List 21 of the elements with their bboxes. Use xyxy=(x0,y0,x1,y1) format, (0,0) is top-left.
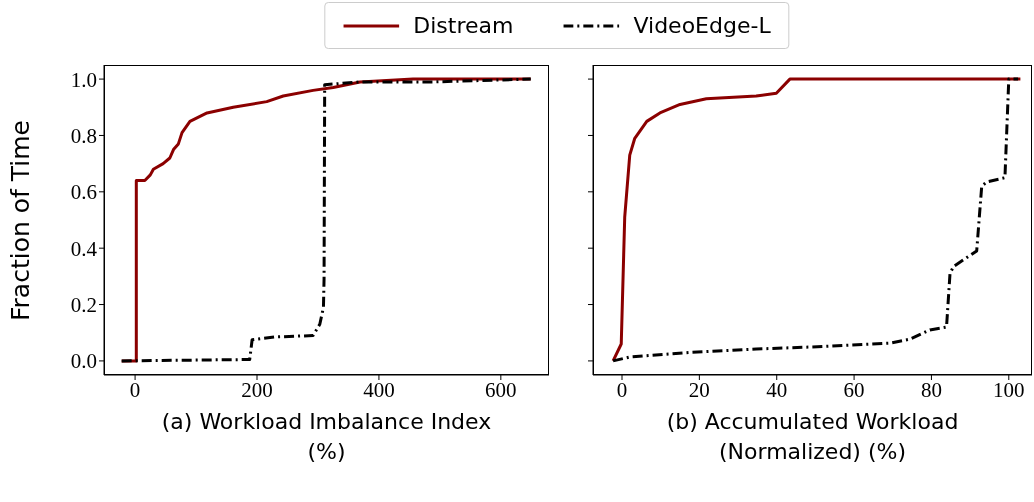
x-tick-label: 0 xyxy=(129,377,141,402)
legend-label: VideoEdge-L xyxy=(633,13,771,38)
y-axis-title: Fraction of Time xyxy=(5,119,35,321)
x-axis-title: (a) Workload Imbalance Index (%) xyxy=(160,408,493,466)
x-tick-label: 400 xyxy=(363,377,395,402)
x-tick-label: 100 xyxy=(993,377,1025,402)
x-tick-label: 200 xyxy=(241,377,273,402)
x-axis-title: (b) Accumulated Workload (Normalized) (%) xyxy=(665,408,960,466)
x-tick-label: 600 xyxy=(485,377,517,402)
x-tick-label: 60 xyxy=(843,377,865,402)
y-tick-label: 0.0 xyxy=(70,349,97,374)
y-tick-label: 0.6 xyxy=(70,180,97,205)
y-tick-label: 0.4 xyxy=(70,236,98,261)
legend-label: Distream xyxy=(413,13,514,38)
y-tick-label: 0.8 xyxy=(70,123,97,148)
y-tick-label: 1.0 xyxy=(70,67,97,92)
x-tick-label: 0 xyxy=(616,377,628,402)
x-tick-label: 80 xyxy=(920,377,942,402)
x-tick-label: 40 xyxy=(766,377,788,402)
x-tick-label: 20 xyxy=(688,377,710,402)
y-tick-label: 0.2 xyxy=(70,293,97,317)
